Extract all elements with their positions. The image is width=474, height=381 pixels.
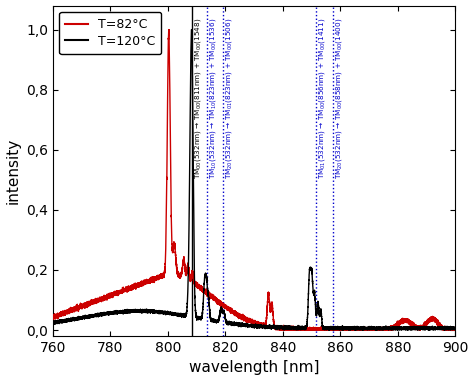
Text: TM$_{20}$(532nm) → TM$_{00}$(858nm) + TM$_{00}$(1400): TM$_{20}$(532nm) → TM$_{00}$(858nm) + TM… <box>334 18 344 179</box>
Text: TM$_{01}$(532nm) → TM$_{00}$(856nm) + TM$_{00}$(1411): TM$_{01}$(532nm) → TM$_{00}$(856nm) + TM… <box>317 18 327 179</box>
Text: TM$_{10}$(532nm) → TM$_{10}$(823nm) + TM$_{00}$(1536): TM$_{10}$(532nm) → TM$_{10}$(823nm) + TM… <box>208 18 218 179</box>
Y-axis label: intensity: intensity <box>6 138 20 204</box>
Text: TM$_{00}$(532nm) → TM$_{00}$(811nm) + TM$_{00}$(1548): TM$_{00}$(532nm) → TM$_{00}$(811nm) + TM… <box>193 18 203 179</box>
Legend: T=82°C, T=120°C: T=82°C, T=120°C <box>59 12 162 54</box>
Text: TM$_{20}$(532nm) → TM$_{01}$(823nm) + TM$_{00}$(1506): TM$_{20}$(532nm) → TM$_{01}$(823nm) + TM… <box>224 18 234 179</box>
X-axis label: wavelength [nm]: wavelength [nm] <box>189 360 319 375</box>
